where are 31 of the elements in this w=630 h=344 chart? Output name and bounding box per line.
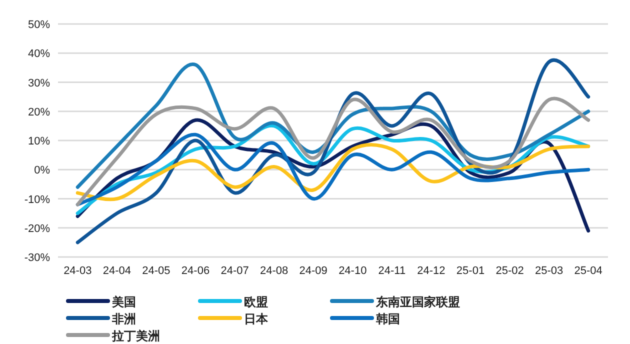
legend-label: 欧盟: [244, 295, 268, 309]
y-tick-label: -30%: [24, 252, 50, 264]
x-tick-label: 24-12: [417, 265, 446, 277]
x-tick-label: 25-02: [496, 265, 524, 277]
x-tick-label: 25-04: [574, 265, 602, 277]
y-tick-label: 50%: [28, 19, 50, 31]
legend-label: 东南亚国家联盟: [375, 295, 460, 309]
legend-label: 美国: [111, 295, 136, 309]
x-tick-label: 24-06: [181, 265, 210, 277]
y-tick-label: -20%: [24, 222, 50, 235]
y-tick-label: 40%: [28, 48, 50, 60]
y-tick-label: 30%: [28, 77, 50, 90]
x-tick-label: 25-03: [535, 265, 564, 277]
x-tick-label: 24-05: [142, 265, 170, 277]
legend-label: 韩国: [375, 312, 400, 326]
y-tick-label: -10%: [24, 194, 50, 206]
legend-label: 日本: [244, 312, 269, 326]
y-tick-label: 20%: [28, 106, 50, 118]
line-series: [76, 97, 590, 206]
x-tick-label: 24-10: [338, 265, 367, 277]
x-tick-label: 24-07: [220, 265, 249, 277]
x-tick-label: 24-11: [378, 265, 406, 277]
x-tick-label: 24-03: [64, 265, 92, 277]
y-tick-label: 10%: [28, 136, 50, 148]
legend-label: 拉丁美洲: [111, 329, 160, 343]
x-tick-label: 24-08: [260, 265, 288, 277]
x-tick-label: 24-04: [102, 265, 131, 277]
x-tick-label: 24-09: [299, 265, 328, 277]
x-tick-label: 25-01: [456, 265, 485, 277]
legend-label: 非洲: [111, 312, 136, 326]
y-tick-label: 0%: [34, 164, 50, 177]
